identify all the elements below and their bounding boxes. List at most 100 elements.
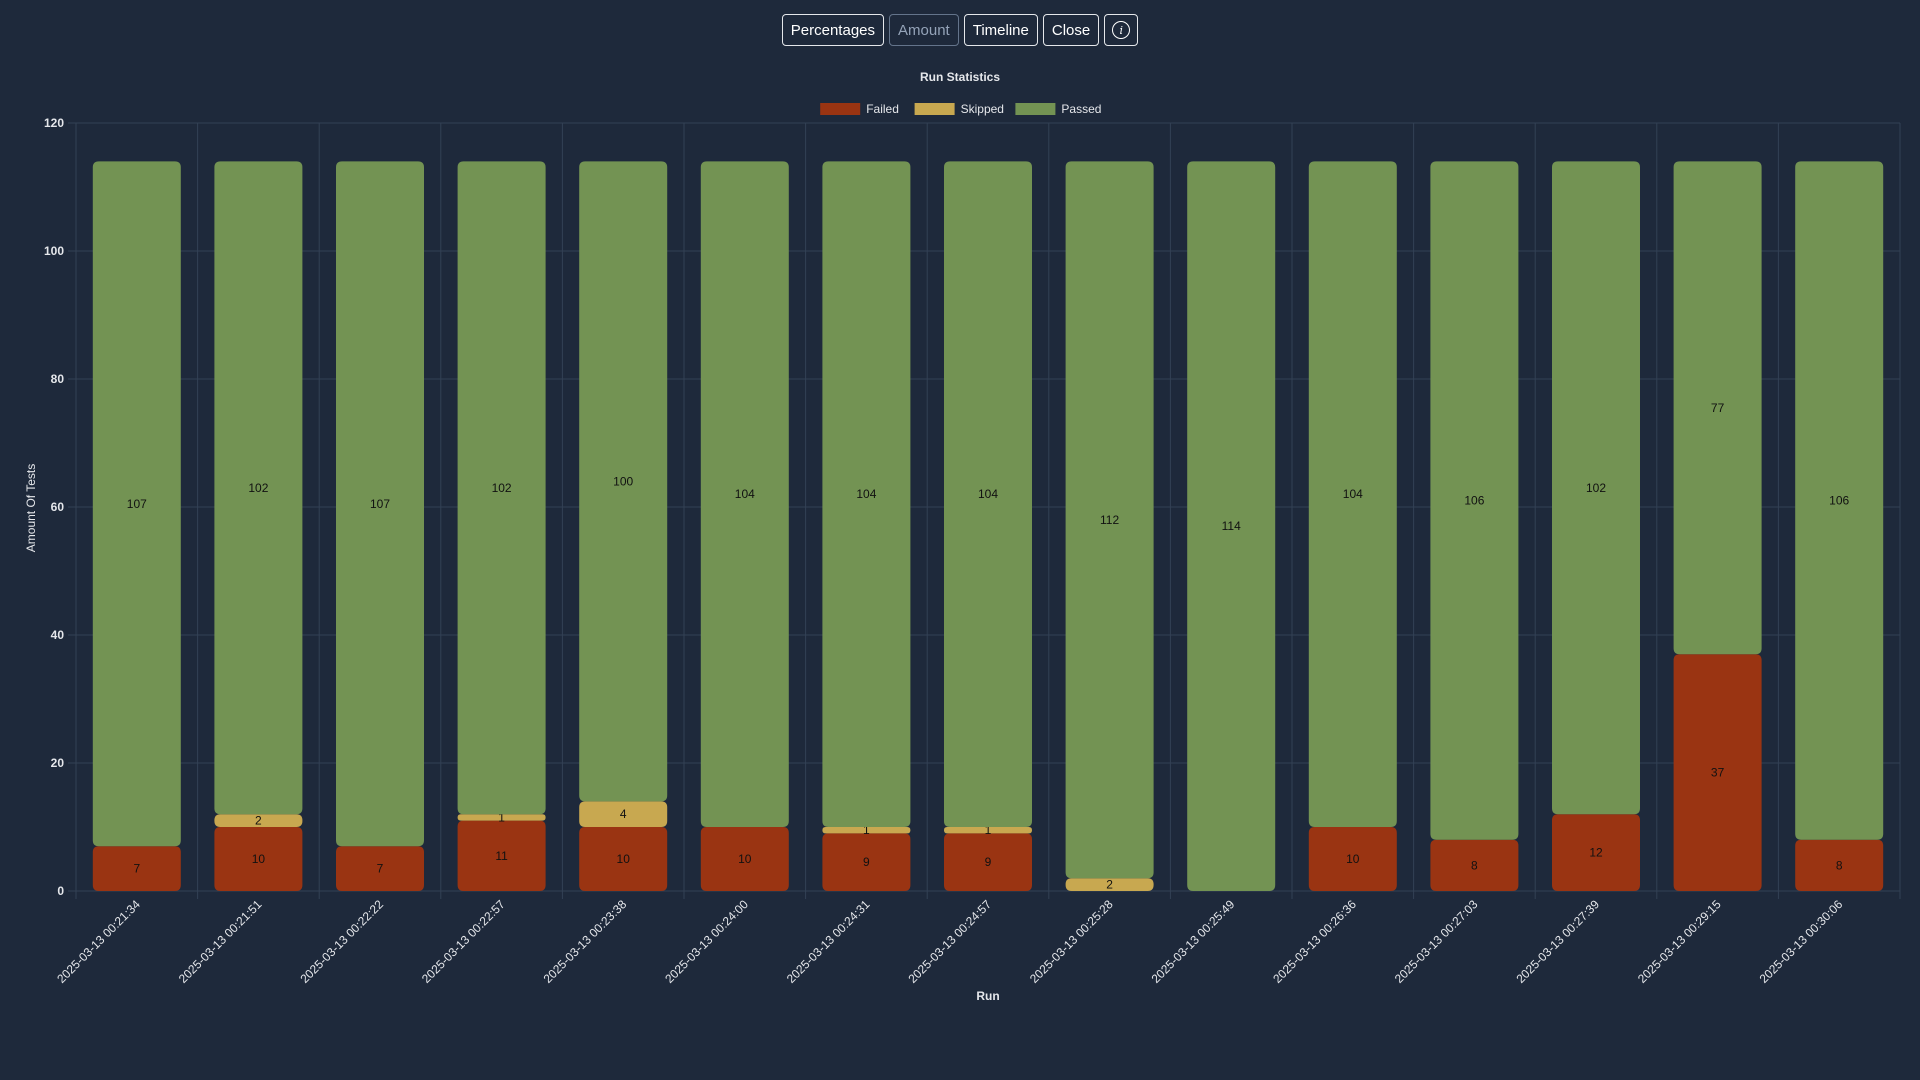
data-label-passed: 100 (613, 474, 633, 488)
bar-failed[interactable] (1673, 654, 1762, 891)
bar-failed[interactable] (214, 827, 303, 891)
data-label-passed: 107 (370, 497, 390, 511)
close-button[interactable]: Close (1042, 14, 1100, 46)
info-button[interactable]: i (1104, 14, 1139, 46)
bar-failed[interactable] (822, 833, 911, 891)
percentages-button[interactable]: Percentages (781, 14, 885, 46)
y-tick-label: 100 (44, 244, 64, 258)
data-label-passed: 112 (1100, 513, 1119, 527)
x-tick-label: 2025-03-13 00:26:36 (1270, 897, 1359, 986)
data-label-failed: 9 (985, 855, 992, 869)
y-tick-label: 120 (44, 116, 64, 130)
data-label-passed: 102 (1586, 481, 1606, 495)
bar-skipped[interactable] (944, 827, 1032, 834)
bars: 7107102102710711110210410010104911049110… (92, 161, 1884, 892)
data-label-passed: 77 (1711, 401, 1725, 415)
data-label-failed: 12 (1589, 846, 1603, 860)
x-tick-label: 2025-03-13 00:24:31 (784, 897, 873, 986)
x-tick-label: 2025-03-13 00:24:57 (905, 897, 994, 986)
bar-skipped[interactable] (214, 814, 303, 827)
bar-passed[interactable] (944, 161, 1032, 827)
bar-failed[interactable] (579, 827, 668, 891)
bar-passed[interactable] (1187, 161, 1276, 891)
bar-failed[interactable] (1308, 827, 1397, 891)
bar-failed[interactable] (92, 846, 181, 891)
x-tick-label: 2025-03-13 00:30:06 (1757, 897, 1846, 986)
legend: Failed Skipped Passed (820, 102, 1101, 116)
bar-failed[interactable] (944, 833, 1032, 891)
data-label-passed: 104 (978, 487, 998, 501)
bar-passed[interactable] (457, 161, 546, 815)
toolbar: Percentages Amount Timeline Close i (0, 14, 1920, 46)
data-label-skipped: 1 (863, 823, 870, 837)
bar-passed[interactable] (214, 161, 303, 815)
data-label-failed: 8 (1836, 858, 1843, 872)
y-axis-ticks: 0 20 40 60 80 100 120 (44, 116, 64, 898)
bar-passed[interactable] (1795, 161, 1884, 840)
x-tick-label: 2025-03-13 00:27:03 (1392, 897, 1481, 986)
bar-skipped[interactable] (1065, 878, 1154, 891)
y-tick-label: 80 (51, 372, 65, 386)
bar-passed[interactable] (1430, 161, 1519, 840)
data-label-passed: 104 (856, 487, 876, 501)
x-tick-label: 2025-03-13 00:25:28 (1027, 897, 1116, 986)
x-tick-label: 2025-03-13 00:29:15 (1635, 897, 1724, 986)
data-label-failed: 10 (738, 852, 752, 866)
bar-failed[interactable] (336, 846, 424, 891)
x-tick-label: 2025-03-13 00:21:34 (54, 897, 143, 986)
y-tick-label: 20 (51, 756, 65, 770)
data-label-passed: 102 (248, 481, 268, 495)
x-tick-label: 2025-03-13 00:25:49 (1149, 897, 1238, 986)
legend-label-skipped[interactable]: Skipped (961, 102, 1004, 116)
x-axis-label: Run (976, 989, 999, 1003)
x-tick-label: 2025-03-13 00:24:00 (662, 897, 751, 986)
bar-passed[interactable] (1065, 161, 1154, 879)
data-label-failed: 10 (252, 852, 266, 866)
bar-passed[interactable] (1552, 161, 1640, 815)
data-label-failed: 10 (1346, 852, 1360, 866)
bar-failed[interactable] (700, 827, 789, 891)
bar-failed[interactable] (1795, 839, 1884, 891)
bar-passed[interactable] (1308, 161, 1397, 827)
bar-passed[interactable] (336, 161, 424, 847)
data-label-failed: 37 (1711, 766, 1725, 780)
bar-skipped[interactable] (822, 827, 911, 834)
bar-passed[interactable] (1673, 161, 1762, 655)
x-axis-ticks: 2025-03-13 00:21:34 2025-03-13 00:21:51 20… (54, 897, 1845, 986)
bar-failed[interactable] (1552, 814, 1640, 891)
legend-label-failed[interactable]: Failed (866, 102, 899, 116)
data-label-passed: 102 (492, 481, 512, 495)
bar-failed[interactable] (457, 820, 546, 891)
data-label-failed: 8 (1471, 858, 1478, 872)
bar-passed[interactable] (92, 161, 181, 847)
data-label-skipped: 4 (620, 807, 627, 821)
data-label-passed: 106 (1464, 494, 1484, 508)
legend-swatch-failed[interactable] (820, 103, 861, 115)
bar-passed[interactable] (579, 161, 668, 802)
x-tick-label: 2025-03-13 00:27:39 (1513, 897, 1602, 986)
bar-skipped[interactable] (457, 814, 546, 821)
y-tick-label: 0 (57, 884, 64, 898)
legend-label-passed[interactable]: Passed (1061, 102, 1101, 116)
y-tick-label: 40 (51, 628, 65, 642)
data-label-skipped: 1 (498, 810, 505, 824)
bar-passed[interactable] (822, 161, 911, 827)
data-label-skipped: 2 (1106, 878, 1113, 892)
x-tick-label: 2025-03-13 00:21:51 (176, 897, 265, 986)
legend-swatch-skipped[interactable] (914, 103, 955, 115)
bar-failed[interactable] (1430, 839, 1519, 891)
amount-button[interactable]: Amount (889, 14, 959, 46)
data-label-failed: 11 (495, 849, 508, 863)
legend-swatch-passed[interactable] (1015, 103, 1056, 115)
data-label-passed: 106 (1829, 494, 1849, 508)
y-tick-label: 60 (51, 500, 65, 514)
data-label-failed: 9 (863, 855, 870, 869)
data-label-passed: 107 (127, 497, 147, 511)
bar-skipped[interactable] (579, 801, 668, 827)
timeline-button[interactable]: Timeline (963, 14, 1038, 46)
data-label-passed: 104 (1343, 487, 1363, 501)
bar-passed[interactable] (700, 161, 789, 827)
data-label-passed: 104 (735, 487, 755, 501)
y-axis-label: Amount Of Tests (24, 464, 38, 552)
